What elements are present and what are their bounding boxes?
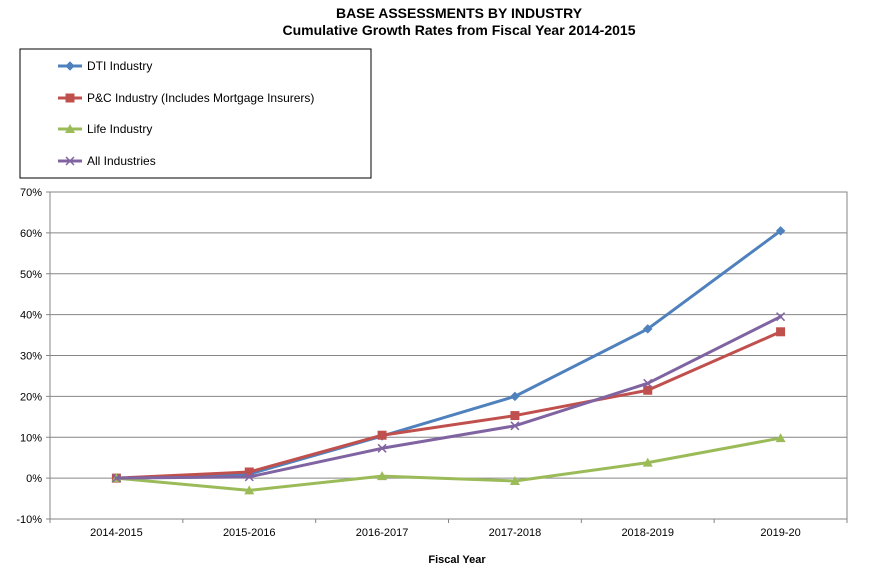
- series-line: [114, 330, 783, 480]
- legend-marker-x: [65, 156, 75, 166]
- legend-label: P&C Industry (Includes Mortgage Insurers…: [87, 91, 314, 105]
- data-point-x: [643, 378, 653, 388]
- series-2: [111, 327, 786, 483]
- series-1: [111, 225, 786, 483]
- series-line: [114, 229, 783, 480]
- x-tick-label: 2015-2016: [223, 527, 276, 539]
- data-point-x-stroke: [244, 472, 254, 482]
- legend-item: All Industries: [58, 154, 156, 168]
- legend-marker-triangle: [65, 124, 75, 133]
- series-4: [111, 312, 786, 483]
- data-point-triangle: [377, 471, 388, 481]
- y-tick-label: 40%: [20, 310, 42, 322]
- data-point-x-stroke: [643, 378, 653, 388]
- y-tick-label: 70%: [20, 187, 42, 199]
- x-tick-label: 2017-2018: [489, 527, 542, 539]
- chart-title: BASE ASSESSMENTS BY INDUSTRY: [336, 5, 583, 21]
- legend-item: P&C Industry (Includes Mortgage Insurers…: [58, 91, 314, 105]
- legend-marker-x-stroke: [65, 156, 75, 166]
- x-tick-label: 2014-2015: [90, 527, 143, 539]
- y-axis-ticks: -10% 0% 10% 20% 30% 40% 50% 60% 70%: [16, 187, 50, 526]
- chart-subtitle: Cumulative Growth Rates from Fiscal Year…: [282, 22, 635, 38]
- y-tick-label: 10%: [20, 432, 42, 444]
- legend-marker-square: [65, 93, 75, 103]
- data-point-x-stroke: [510, 421, 520, 431]
- legend-marker-diamond: [65, 61, 75, 71]
- y-tick-label: 30%: [20, 351, 42, 363]
- data-point-triangle: [775, 433, 786, 443]
- x-tick-label: 2019-20: [760, 527, 800, 539]
- x-axis-ticks: 2014-2015 2015-2016 2016-2017 2017-2018 2018…: [49, 519, 848, 539]
- data-point-x: [244, 472, 254, 482]
- data-point-square: [377, 430, 387, 440]
- x-tick-label: 2016-2017: [356, 527, 409, 539]
- data-point-diamond: [775, 225, 786, 236]
- data-point-diamond: [510, 391, 520, 402]
- series-line: [114, 315, 783, 480]
- data-point-diamond: [642, 324, 653, 334]
- legend: DTI Industry P&C Industry (Includes Mortg…: [19, 48, 372, 179]
- legend-box: [19, 48, 372, 179]
- data-point-square: [510, 411, 520, 421]
- legend-label: DTI Industry: [87, 59, 152, 73]
- legend-label: All Industries: [87, 154, 156, 168]
- data-point-x-stroke: [377, 443, 387, 453]
- data-point-triangle: [244, 485, 255, 495]
- legend-label: Life Industry: [87, 122, 152, 136]
- data-point-triangle: [509, 475, 520, 485]
- series-layer: [111, 225, 786, 495]
- series-3: [111, 433, 786, 495]
- data-point-x: [377, 443, 387, 453]
- y-tick-label: 0%: [26, 473, 42, 485]
- data-point-square: [643, 385, 653, 395]
- legend-item: Life Industry: [58, 122, 152, 136]
- y-tick-label: 20%: [20, 391, 42, 403]
- series-line: [114, 436, 783, 492]
- data-point-triangle: [642, 457, 653, 467]
- y-tick-label: -10%: [16, 514, 42, 526]
- data-point-square: [244, 467, 254, 477]
- data-point-x-stroke: [111, 473, 121, 483]
- data-point-x: [776, 312, 786, 322]
- legend-items: DTI Industry P&C Industry (Includes Mortg…: [58, 59, 314, 168]
- data-point-x: [510, 421, 520, 431]
- data-point-square: [776, 327, 786, 337]
- y-tick-label: 50%: [20, 269, 42, 281]
- x-axis-title: Fiscal Year: [428, 554, 486, 566]
- legend-item: DTI Industry: [58, 59, 152, 73]
- y-tick-label: 60%: [20, 228, 42, 240]
- data-point-x: [111, 473, 121, 483]
- data-point-x-stroke: [776, 312, 786, 322]
- x-tick-label: 2018-2019: [621, 527, 674, 539]
